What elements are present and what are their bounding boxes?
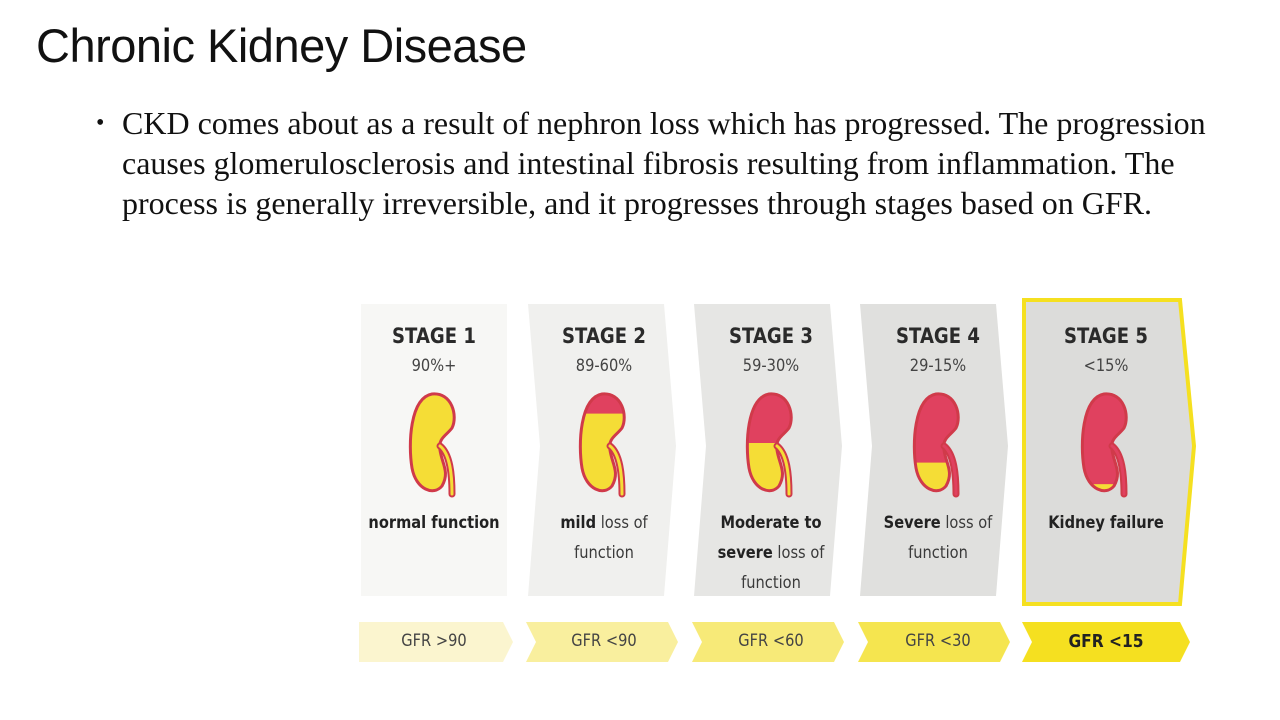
stage-description-part: Moderate to severe — [717, 513, 822, 563]
stage-description-part: Severe — [883, 513, 941, 533]
ckd-stages-graphic — [359, 298, 1196, 662]
kidney-outline-1 — [408, 392, 456, 492]
ureter-fill-3 — [775, 444, 791, 496]
gfr-label-3: GFR <60 — [738, 631, 804, 651]
stage-percent-5: <15% — [1083, 356, 1129, 376]
stage-description-part: loss of function — [908, 513, 993, 563]
stage-label-3: STAGE 3 — [729, 324, 813, 348]
stage-percent-2: 89-60% — [575, 356, 633, 376]
bullet-text: CKD comes about as a result of nephron l… — [122, 105, 1206, 221]
gfr-label-1: GFR >90 — [401, 631, 467, 651]
bullet-icon: • — [96, 110, 105, 136]
stage-label-2: STAGE 2 — [562, 324, 646, 348]
ureter-fill-4 — [942, 444, 958, 496]
stage-description-part: loss of function — [741, 543, 825, 593]
stage-description-part: Kidney failure — [1048, 513, 1164, 533]
gfr-label-5: GFR <15 — [1068, 631, 1144, 652]
kidney-outline-4 — [912, 392, 960, 492]
slide-title: Chronic Kidney Disease — [36, 19, 527, 72]
stage-description-part: normal function — [368, 513, 500, 533]
kidney-outline-3 — [745, 392, 793, 492]
gfr-bar-1 — [359, 622, 513, 662]
stage-percent-4: 29-15% — [909, 356, 967, 376]
stage-description-4: Severe loss of function — [869, 508, 1007, 568]
ckd-stages-figure: STAGE 1 90%+ normal function GFR >90 STAGE 2… — [356, 296, 1196, 676]
stage-description-3: Moderate to severe loss of function — [702, 508, 840, 598]
ureter-fill-1 — [438, 444, 454, 496]
stage-description-2: mild loss of function — [535, 508, 673, 568]
gfr-label-2: GFR <90 — [571, 631, 637, 651]
stage-description-part: loss of function — [574, 513, 648, 563]
stage-label-5: STAGE 5 — [1064, 324, 1148, 348]
stage-percent-3: 59-30% — [742, 356, 800, 376]
kidney-outline-2 — [578, 392, 626, 492]
kidney-outline-5 — [1080, 392, 1128, 492]
stage-description-5: Kidney failure — [1037, 508, 1175, 538]
gfr-bar-4 — [858, 622, 1010, 662]
gfr-bar-5 — [1022, 622, 1190, 662]
bullet-point: • CKD comes about as a result of nephron… — [96, 103, 1246, 223]
stage-label-4: STAGE 4 — [896, 324, 980, 348]
gfr-bar-3 — [692, 622, 844, 662]
stage-label-1: STAGE 1 — [392, 324, 476, 348]
stage-description-1: normal function — [365, 508, 503, 538]
gfr-bar-2 — [526, 622, 678, 662]
gfr-label-4: GFR <30 — [905, 631, 971, 651]
ureter-fill-2 — [608, 444, 624, 496]
ureter-fill-5 — [1110, 444, 1126, 496]
stage-percent-1: 90%+ — [411, 356, 457, 376]
stage-description-part: mild — [560, 513, 597, 533]
